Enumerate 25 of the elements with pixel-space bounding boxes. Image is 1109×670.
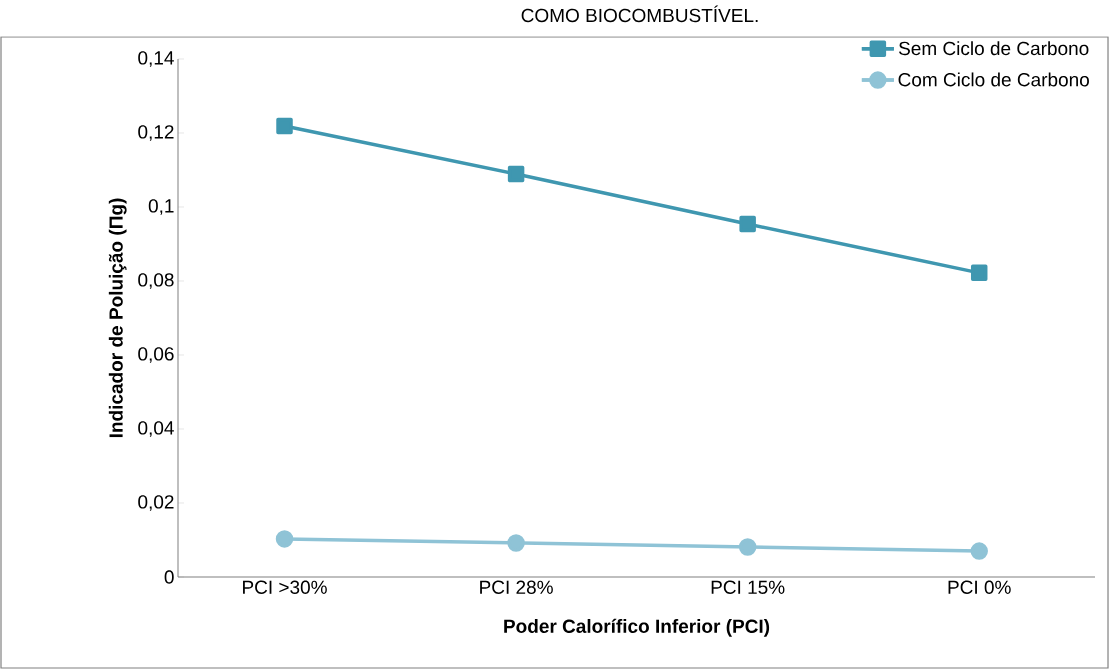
point [739,215,756,233]
chart-title: COMO BIOCOMBUSTÍVEL. [521,5,758,23]
y-tick-label: 0,06 [138,347,174,363]
x-tick-label: PCI >30% [243,580,327,594]
legend-label: Com Ciclo de Carbono [898,72,1089,87]
y-tick-label: 0,12 [138,125,174,141]
legend-label: Sem Ciclo de Carbono [899,41,1089,56]
y-tick-label: 0 [164,570,174,584]
y-tick-label: 0,1 [148,199,174,215]
point [970,264,988,282]
y-tick-label: 0,14 [138,51,174,67]
y-tick-label: 0,08 [138,273,174,289]
y-axis-title: Indicador de Poluição (Πg) [108,198,127,438]
x-tick-label: PCI 0% [948,580,1011,594]
x-tick-label: PCI 28% [480,580,553,594]
y-tick-label: 0,02 [138,495,174,511]
x-tick-label: PCI 15% [711,580,785,594]
point [970,542,988,560]
point [507,165,525,183]
point [507,534,525,552]
point [276,117,293,135]
x-axis-title: Poder Calorífico Inferior (PCI) [504,618,770,637]
y-tick-label: 0,04 [138,421,174,437]
point [275,530,294,548]
point [738,538,757,556]
